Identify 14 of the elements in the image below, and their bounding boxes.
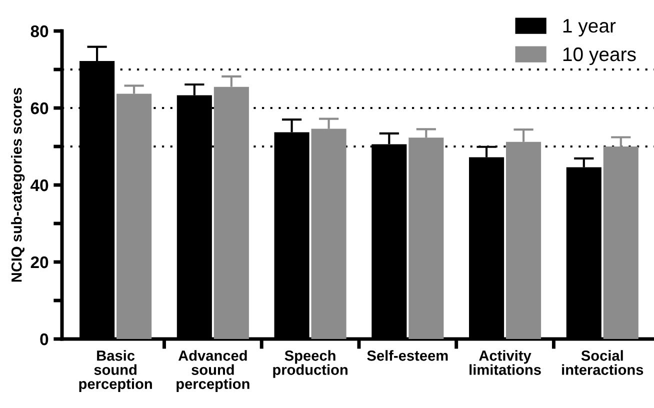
y-axis-title: NCIQ sub-categories scores	[11, 88, 25, 282]
y-tick-label: 60	[30, 102, 48, 114]
y-tick-label: 0	[40, 333, 48, 346]
x-tick-label: Advanced sound perception	[176, 350, 250, 392]
y-tick-label: 40	[30, 179, 48, 192]
x-tick-label: Activity limitations	[470, 350, 541, 375]
y-tick-label: 80	[30, 25, 48, 38]
x-tick-label: Speech production	[273, 350, 348, 378]
y-tick-label: 20	[30, 256, 48, 268]
legend-label: 1 year	[563, 19, 616, 37]
x-tick-label: Social interactions	[562, 350, 644, 375]
x-tick-label: Self-esteem	[367, 350, 448, 361]
legend-label: 10 years	[563, 47, 636, 66]
x-tick-label: Basic sound perception	[79, 350, 152, 392]
